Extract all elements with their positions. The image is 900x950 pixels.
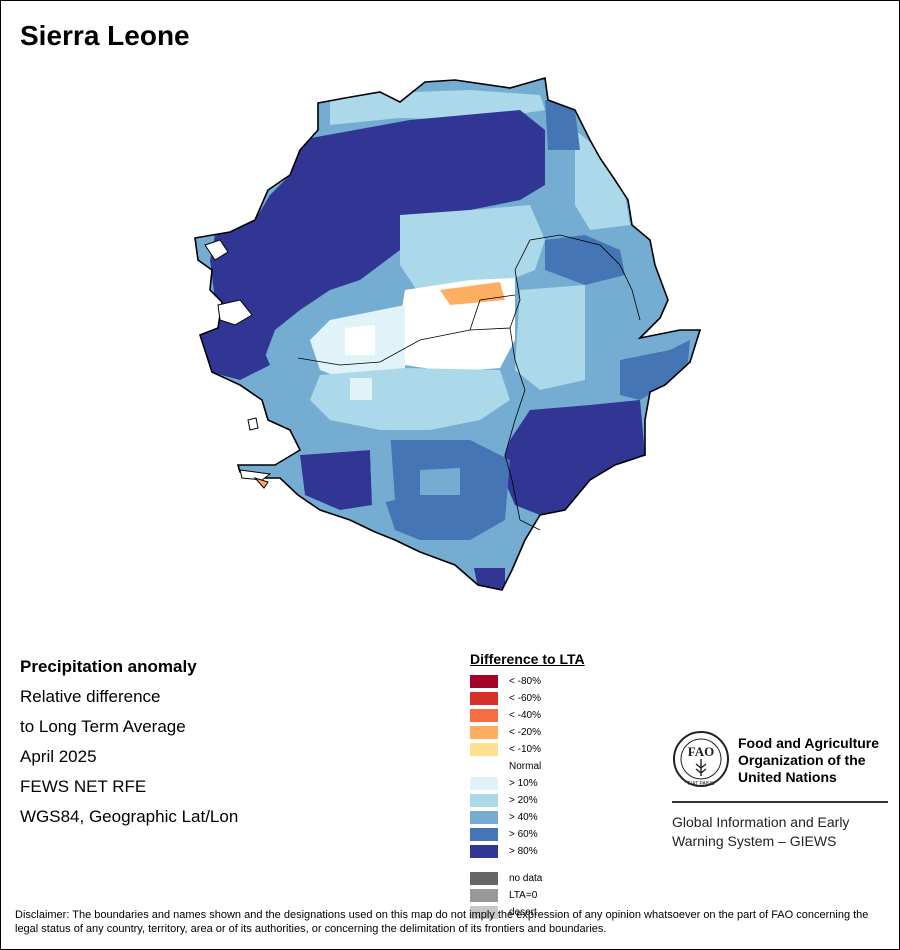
district-boundaries [297, 234, 641, 531]
legend-item: < -60% [470, 690, 585, 707]
legend-swatch [470, 675, 498, 688]
map-title: Sierra Leone [20, 20, 190, 51]
island [204, 239, 229, 261]
anomaly-zone [290, 430, 395, 505]
disclaimer: Disclaimer: The boundaries and names sho… [15, 909, 869, 935]
legend-swatch [470, 889, 498, 902]
country-border [194, 76, 702, 591]
coastal-islands [204, 239, 272, 489]
legend-label: < -40% [509, 710, 541, 721]
legend-item: < -80% [470, 673, 585, 690]
svg-text:FAO: FAO [688, 744, 714, 759]
legend-swatch [470, 709, 498, 722]
legend-item: > 40% [470, 809, 585, 826]
anomaly-zone [545, 235, 625, 285]
fao-org-line: United Nations [738, 769, 837, 785]
giews-line: Global Information and Early [672, 814, 850, 830]
legend-item: LTA=0 [470, 887, 585, 904]
precipitation-anomaly-map [194, 76, 702, 591]
district-line [469, 294, 516, 331]
district-line [519, 234, 641, 321]
legend-item: desert [470, 904, 585, 921]
anomaly-zone [620, 340, 690, 400]
legend-label: > 80% [509, 846, 538, 857]
legend-item: > 20% [470, 792, 585, 809]
legend-label: > 40% [509, 812, 538, 823]
giews-line: Warning System – GIEWS [672, 833, 837, 849]
legend-swatch [470, 828, 498, 841]
legend-label: > 10% [509, 778, 538, 789]
legend-item: < -10% [470, 741, 585, 758]
anomaly-zone [474, 568, 505, 590]
island [247, 417, 259, 431]
anomaly-zone [200, 330, 270, 380]
anomaly-zone [300, 450, 372, 510]
legend-label: LTA=0 [509, 890, 538, 901]
fao-org-line: Food and Agriculture [738, 735, 880, 751]
legend-label: > 60% [509, 829, 538, 840]
legend-swatch [470, 743, 498, 756]
anomaly-dry-zone [440, 282, 505, 305]
info-heading: Precipitation anomaly [20, 657, 197, 676]
anomaly-zone [345, 325, 375, 355]
legend: Difference to LTA < -80% < -60% < -40% <… [470, 651, 585, 921]
legend-swatch [470, 906, 498, 919]
legend-swatch [470, 811, 498, 824]
anomaly-zone [500, 400, 645, 515]
island [217, 299, 253, 326]
anomaly-zone [575, 130, 630, 230]
legend-label: no data [509, 873, 543, 884]
legend-item: > 10% [470, 775, 585, 792]
anomaly-zone [400, 205, 545, 295]
legend-label: Normal [509, 761, 542, 772]
anomaly-zone [350, 378, 372, 400]
legend-label: < -80% [509, 676, 541, 687]
legend-swatch [470, 760, 498, 773]
fao-org-name: Food and Agriculture Organization of the… [738, 735, 879, 786]
fao-logo: FAO FIAT PANIS [673, 731, 729, 787]
giews-name: Global Information and Early Warning Sys… [672, 813, 849, 851]
fao-logo-motto: FIAT PANIS [688, 781, 715, 787]
anomaly-zone [545, 100, 580, 150]
legend-swatch [470, 777, 498, 790]
district-line [509, 259, 521, 329]
legend-swatch [470, 845, 498, 858]
info-line: April 2025 [20, 747, 97, 766]
legend-title: Difference to LTA [470, 651, 585, 667]
legend-swatch [470, 872, 498, 885]
legend-item: > 60% [470, 826, 585, 843]
legend-swatch [470, 794, 498, 807]
info-line: Relative difference [20, 687, 161, 706]
fao-divider [672, 801, 888, 803]
info-line: to Long Term Average [20, 717, 186, 736]
legend-item: no data [470, 870, 585, 887]
legend-label: < -60% [509, 693, 541, 704]
legend-label: < -20% [509, 727, 541, 738]
legend-item: < -20% [470, 724, 585, 741]
legend-swatch [470, 692, 498, 705]
anomaly-zone [515, 285, 585, 390]
legend-item: > 80% [470, 843, 585, 860]
fao-org-line: Organization of the [738, 752, 866, 768]
anomaly-zone [420, 468, 460, 495]
info-line: FEWS NET RFE [20, 777, 147, 796]
legend-label: > 20% [509, 795, 538, 806]
district-line [504, 359, 541, 531]
legend-label: desert [509, 907, 537, 918]
info-line: WGS84, Geographic Lat/Lon [20, 807, 239, 826]
legend-item: Normal [470, 758, 585, 775]
legend-label: < -10% [509, 744, 541, 755]
map-info: Precipitation anomaly Relative differenc… [20, 656, 238, 836]
legend-swatch [470, 726, 498, 739]
legend-item: < -40% [470, 707, 585, 724]
island [253, 476, 269, 489]
anomaly-raster [195, 78, 700, 590]
